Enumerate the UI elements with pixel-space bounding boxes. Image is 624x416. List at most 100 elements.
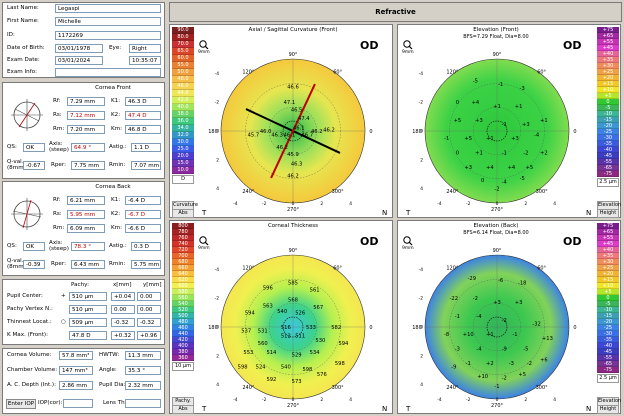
last-name-field[interactable]: Legaspi <box>55 4 161 13</box>
scale-unit[interactable]: D <box>172 175 194 184</box>
hwtw-label: HWTW: <box>99 352 120 358</box>
scale-value: -40 <box>597 147 619 153</box>
chamber-volume-value: 147 mm³ <box>59 366 93 375</box>
map-value: -3 <box>455 347 460 353</box>
scale-value: 660 <box>172 265 194 271</box>
angle-label: 90° <box>289 52 298 58</box>
y-col-header: y[mm] <box>143 282 162 288</box>
scale-value: 520 <box>172 307 194 313</box>
scale-value: +10 <box>597 87 619 93</box>
topography-map[interactable]: 46.647.146.545.746.046.3 46.146.146.746.2… <box>196 39 390 219</box>
pachy-row-y: 0.00 <box>137 305 161 314</box>
y-tick-label: 0 <box>420 129 423 135</box>
zoom-icon[interactable] <box>402 40 416 56</box>
pachy-row-label: Pachy Vertex N.: <box>7 306 53 312</box>
front-km-label: Km: <box>111 126 123 132</box>
scale-value: 560 <box>172 295 194 301</box>
zoom-icon[interactable] <box>198 40 212 56</box>
map-value: 46.2 <box>323 128 335 134</box>
x-tick-label: 4 <box>349 397 352 403</box>
scale-unit[interactable]: 2.5 µm <box>597 374 619 383</box>
map-title: Axial / Sagittal Curvature (Front) <box>248 27 338 33</box>
topography-map[interactable]: -29 -6 -18-22 -2+3 +3-1 -4-2-32-8 +10 +1 -1+13-3… <box>400 235 594 415</box>
scale-footer-button[interactable]: Abs <box>172 209 194 218</box>
back-astig-value: 0.3 D <box>131 242 161 251</box>
map-value: 529 <box>292 352 302 358</box>
map-value: 568 <box>288 298 298 304</box>
pachy-row-label: Pupil Center: <box>7 293 43 299</box>
pachy-row-value: 509 µm <box>69 318 107 327</box>
cornea-axis-diagram-icon <box>11 99 43 131</box>
scale-value: 46.0 <box>172 83 194 90</box>
color-scale[interactable]: +75 +65 +55 +45 +40 +35 +30 +25 +20 +15 +10 +5 0 -5 -1… <box>597 27 619 177</box>
topography-map[interactable]: -5 -1 -3 0 +4 +1 +1 +5 +3 -1 +3 +1 -1 +5 +1 +3 -4 0 +1 -1 -2… <box>400 39 594 219</box>
eye-field[interactable]: Right <box>129 44 161 53</box>
x-tick-label: 2 <box>524 397 527 403</box>
pachymetry-panel: Pachy: x[mm] y[mm] Pupil Center: +510 µm +… <box>2 279 165 345</box>
elev-back-map-panel[interactable]: +75 +65 +55 +45 +40 +35 +30 +25 +20 +15 +10 +5 0 -5 -1… <box>397 220 621 414</box>
angle-label: 120° <box>242 265 255 271</box>
scale-value: -25 <box>597 129 619 135</box>
scale-value: 780 <box>172 229 194 235</box>
map-value: 563 <box>263 303 273 309</box>
hwtw-value: 11.3 mm <box>125 351 161 360</box>
scale-value: 620 <box>172 277 194 283</box>
front-k2-value: 47.4 D <box>125 111 161 120</box>
angle-label: 270° <box>287 403 300 409</box>
x-tick-label: 4 <box>553 397 556 403</box>
front-axis-label: Axis: (steep) <box>49 141 69 153</box>
map-value: 537 <box>241 329 251 335</box>
back-rs-label: Rs: <box>53 211 62 217</box>
x-col-header: x[mm] <box>113 282 132 288</box>
refractive-title: Refractive <box>375 8 416 16</box>
map-value: 46.7 <box>302 133 314 139</box>
exam-info-field[interactable] <box>55 68 161 77</box>
nasal-label: N <box>382 209 387 217</box>
front-rs-label: Rs: <box>53 112 62 118</box>
back-km-value: -6.6 D <box>125 224 161 233</box>
thickness-map-panel[interactable]: 800 780 760 740 720 700 680 660 640 620 600 580 560 5… <box>169 220 393 414</box>
map-value: +4 <box>472 100 480 106</box>
scale-footer-button[interactable]: Abs <box>172 405 194 414</box>
exam-time-field[interactable]: 10:35:07 <box>129 56 161 65</box>
zoom-icon[interactable] <box>198 236 212 252</box>
x-tick-label: -4 <box>233 201 238 207</box>
elev-front-map-panel[interactable]: +75 +65 +55 +45 +40 +35 +30 +25 +20 +15 +10 +5 0 -5 -1… <box>397 24 621 218</box>
map-value: -2 <box>502 375 507 381</box>
angle-label: 270° <box>491 207 504 213</box>
enter-iop-button[interactable]: Enter IOP <box>6 399 36 409</box>
scale-value: -30 <box>597 135 619 141</box>
first-name-field[interactable]: Michelle <box>55 17 161 26</box>
back-rf-value: 6.21 mm <box>67 196 105 205</box>
scale-unit[interactable]: 2.5 µm <box>597 178 619 187</box>
front-km-value: 46.8 D <box>125 125 161 134</box>
cornea-front-title: Cornea Front <box>95 85 131 91</box>
front-astig-value: 1.1 D <box>131 143 161 152</box>
color-scale[interactable]: 90.0 80.0 70.0 65.0 60.0 55.0 50.0 48.0 46.0 44.0… <box>172 27 194 174</box>
map-value: -1 <box>466 361 471 367</box>
x-tick-label: 0 <box>496 397 499 403</box>
exam-date-field[interactable]: 03/01/2024 <box>55 56 103 65</box>
dob-field[interactable]: 03/01/1978 <box>55 44 103 53</box>
scale-footer-button[interactable]: Height <box>597 209 619 218</box>
color-scale[interactable]: 800 780 760 740 720 700 680 660 640 620 600 580 560 5… <box>172 223 194 361</box>
back-rper-label: Rper: <box>51 261 66 267</box>
id-field[interactable]: 1172269 <box>55 31 161 40</box>
pupil-dia-label: Pupil Dia: <box>99 382 126 388</box>
map-value: -2 <box>473 296 478 302</box>
scale-value: 80.0 <box>172 34 194 41</box>
map-value: +6 <box>540 357 548 363</box>
back-k1-value: -6.4 D <box>125 196 161 205</box>
back-axis-label: Axis: (steep) <box>49 240 69 252</box>
eye-indicator: OD <box>360 235 379 248</box>
zoom-icon[interactable] <box>402 236 416 252</box>
color-scale[interactable]: +75 +65 +55 +45 +40 +35 +30 +25 +20 +15 +10 +5 0 -5 -1… <box>597 223 619 373</box>
map-value: +5 <box>518 372 526 378</box>
axial-map-panel[interactable]: 90.0 80.0 70.0 65.0 60.0 55.0 50.0 48.0 46.0 44.0… <box>169 24 393 218</box>
scale-unit[interactable]: 10 µm <box>172 362 194 371</box>
angle-value: 35.3 ° <box>125 366 161 375</box>
scale-value: 38.0 <box>172 111 194 118</box>
scale-footer-button[interactable]: Height <box>597 405 619 414</box>
map-value: 47.4 <box>298 116 310 122</box>
